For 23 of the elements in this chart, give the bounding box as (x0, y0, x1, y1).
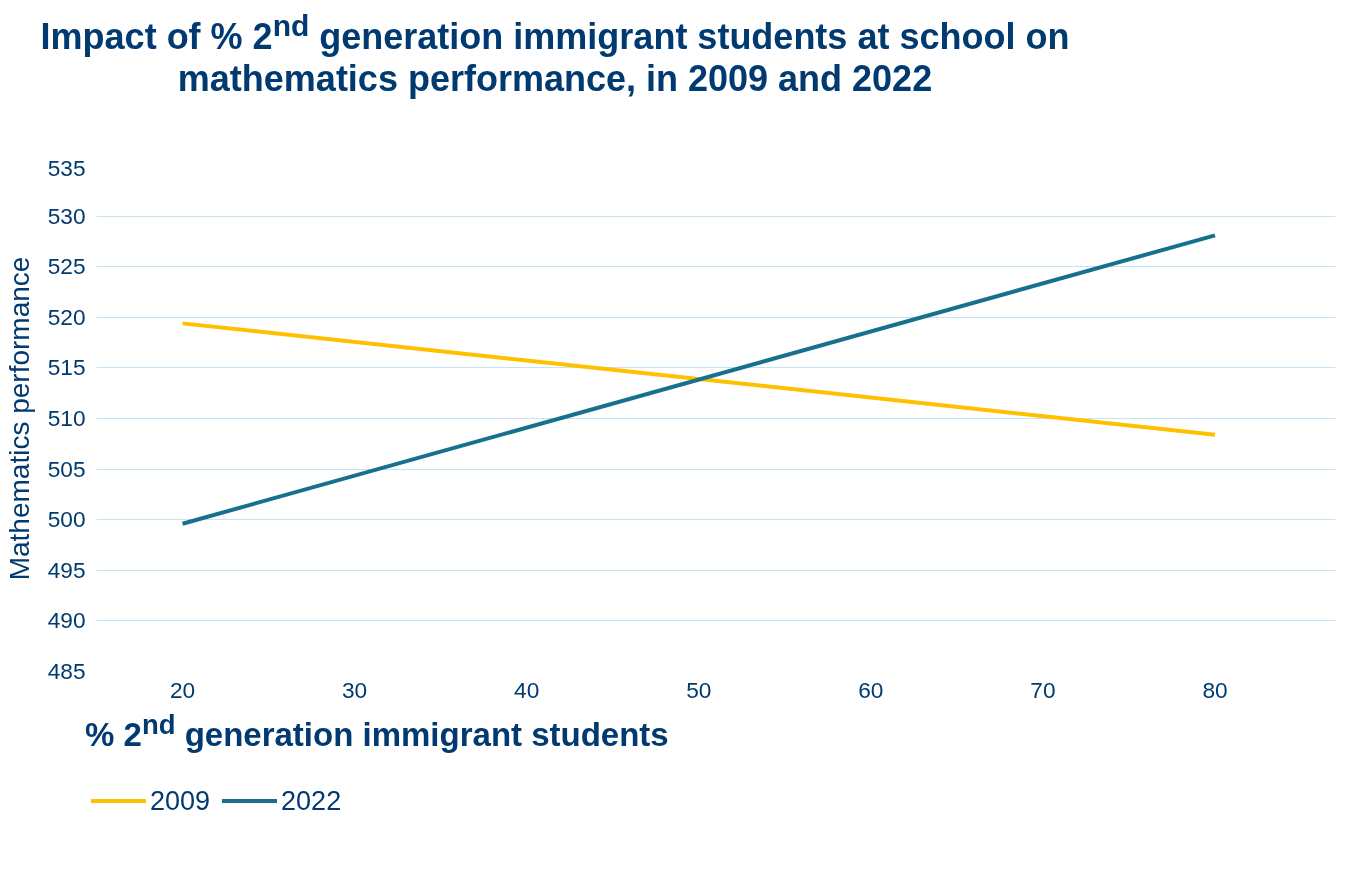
y-tick-label: 520 (47, 303, 86, 330)
y-tick-label: 525 (47, 253, 86, 280)
y-tick-label: 485 (47, 658, 86, 684)
y-axis-title: Mathematics performance (3, 256, 35, 581)
x-tick-label: 70 (1030, 676, 1056, 703)
legend-label: 2009 (149, 784, 211, 818)
y-tick-label: 515 (47, 354, 86, 381)
x-tick-label: 80 (1202, 676, 1228, 703)
x-axis-title: % 2$^{nd}$ generation immigrant students (84, 708, 669, 755)
y-tick-label: 490 (47, 607, 86, 634)
y-tick-label: 505 (47, 455, 86, 482)
y-tick-label: 530 (47, 202, 86, 229)
x-tick-label: 60 (858, 676, 884, 703)
chart-title: Impact of % 2$^{nd}$ generation immigrant students at school on mathematics performance, in 2009 and 2022 (39, 8, 1071, 100)
y-tick-label: 535 (47, 154, 86, 181)
y-tick-label: 500 (47, 506, 86, 533)
x-tick-label: 50 (686, 676, 712, 703)
x-tick-label: 40 (514, 676, 540, 703)
legend-label: 2022 (280, 784, 342, 818)
y-tick-label: 495 (47, 556, 86, 583)
x-tick-label: 30 (342, 676, 368, 703)
x-tick-label: 20 (169, 676, 196, 703)
y-tick-label: 510 (47, 405, 86, 431)
